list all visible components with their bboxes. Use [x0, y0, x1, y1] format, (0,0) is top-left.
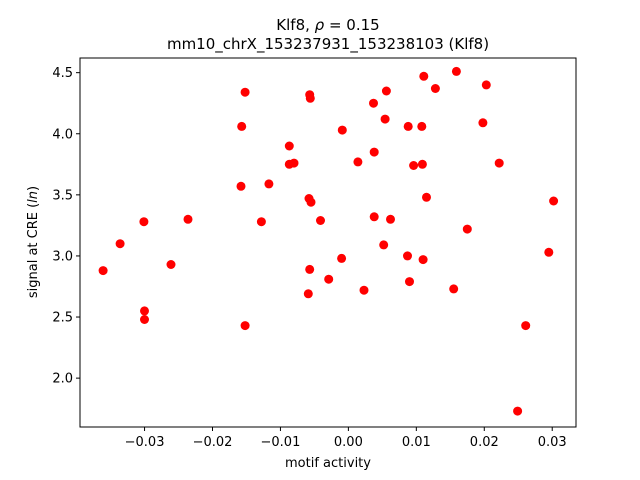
- y-tick-label: 3.5: [52, 188, 73, 203]
- scatter-point-46: [451, 66, 461, 76]
- scatter-point-21: [305, 264, 315, 274]
- scatter-point-8: [236, 181, 246, 191]
- scatter-point-5: [166, 260, 176, 269]
- scatter-point-40: [419, 71, 429, 81]
- scatter-point-19: [306, 197, 316, 207]
- scatter-point-45: [449, 284, 459, 294]
- scatter-points: [98, 66, 559, 416]
- scatter-point-54: [549, 196, 559, 206]
- scatter-point-34: [386, 214, 395, 224]
- y-tick-label: 2.0: [52, 372, 73, 387]
- y-axis-label-suffix: ): [26, 186, 41, 191]
- scatter-point-35: [403, 121, 413, 131]
- x-tick-label: −0.01: [261, 435, 301, 450]
- scatter-point-32: [380, 114, 390, 124]
- scatter-point-9: [240, 87, 250, 97]
- scatter-point-25: [337, 253, 347, 263]
- y-axis-label-italic: ln: [26, 191, 41, 203]
- scatter-point-23: [324, 274, 334, 284]
- chart-title-prefix: Klf8,: [276, 16, 314, 34]
- y-tick-label: 4.0: [52, 127, 73, 142]
- scatter-point-13: [284, 141, 294, 151]
- scatter-point-29: [369, 147, 379, 157]
- scatter-point-42: [422, 192, 431, 202]
- scatter-point-47: [462, 224, 472, 234]
- x-tick-label: 0.01: [402, 435, 431, 450]
- scatter-point-27: [359, 285, 369, 295]
- scatter-point-10: [240, 321, 250, 331]
- scatter-point-53: [544, 247, 554, 257]
- scatter-point-44: [430, 84, 440, 93]
- scatter-point-1: [115, 239, 125, 249]
- scatter-point-28: [369, 98, 378, 108]
- chart-title-line1: Klf8, ρ = 0.15: [276, 16, 379, 34]
- chart-title-rho: ρ: [315, 16, 325, 34]
- scatter-point-22: [303, 289, 313, 299]
- scatter-point-7: [237, 121, 247, 131]
- scatter-point-6: [183, 214, 193, 224]
- scatter-point-50: [494, 158, 504, 168]
- x-tick-label: 0.03: [538, 435, 567, 450]
- scatter-point-24: [337, 125, 347, 135]
- y-axis-ticks: 2.0 2.5 3.0 3.5 4.0 4.5: [52, 66, 80, 387]
- scatter-point-48: [478, 118, 488, 128]
- y-tick-label: 3.0: [52, 249, 73, 264]
- y-tick-label: 2.5: [52, 311, 73, 326]
- x-tick-label: −0.03: [125, 435, 165, 450]
- scatter-point-33: [379, 240, 389, 250]
- scatter-point-49: [481, 80, 491, 90]
- chart-title-line2: mm10_chrX_153237931_153238103 (Klf8): [167, 35, 489, 54]
- scatter-point-31: [381, 86, 391, 96]
- x-axis-ticks: −0.03 −0.02 −0.01 0.00 0.01 0.02 0.03: [125, 427, 567, 450]
- plot-area-frame: [79, 57, 577, 428]
- scatter-point-30: [369, 212, 379, 222]
- scatter-point-52: [521, 321, 531, 331]
- scatter-point-3: [140, 306, 149, 316]
- scatter-point-4: [140, 315, 149, 324]
- y-axis-label: signal at CRE (ln): [26, 186, 41, 298]
- scatter-point-39: [417, 121, 427, 131]
- x-axis-label: motif activity: [285, 456, 371, 471]
- scatter-point-26: [353, 157, 363, 167]
- y-tick-label: 4.5: [52, 66, 73, 81]
- scatter-point-0: [98, 266, 108, 276]
- scatter-point-38: [409, 161, 419, 170]
- scatter-point-51: [513, 406, 523, 416]
- x-tick-label: 0.02: [470, 435, 499, 450]
- scatter-point-12: [264, 179, 274, 189]
- scatter-point-37: [405, 277, 414, 287]
- scatter-point-36: [403, 251, 412, 261]
- x-tick-label: 0.00: [334, 435, 363, 450]
- scatter-point-43: [418, 255, 428, 265]
- chart-title-suffix: = 0.15: [324, 16, 380, 34]
- scatter-point-41: [417, 159, 427, 169]
- scatter-point-11: [256, 217, 266, 227]
- y-axis-label-prefix: signal at CRE (: [26, 203, 41, 298]
- scatter-point-17: [305, 93, 315, 103]
- scatter-point-2: [139, 217, 149, 227]
- scatter-point-20: [316, 216, 325, 225]
- scatter-point-15: [289, 158, 299, 168]
- x-tick-label: −0.02: [193, 435, 233, 450]
